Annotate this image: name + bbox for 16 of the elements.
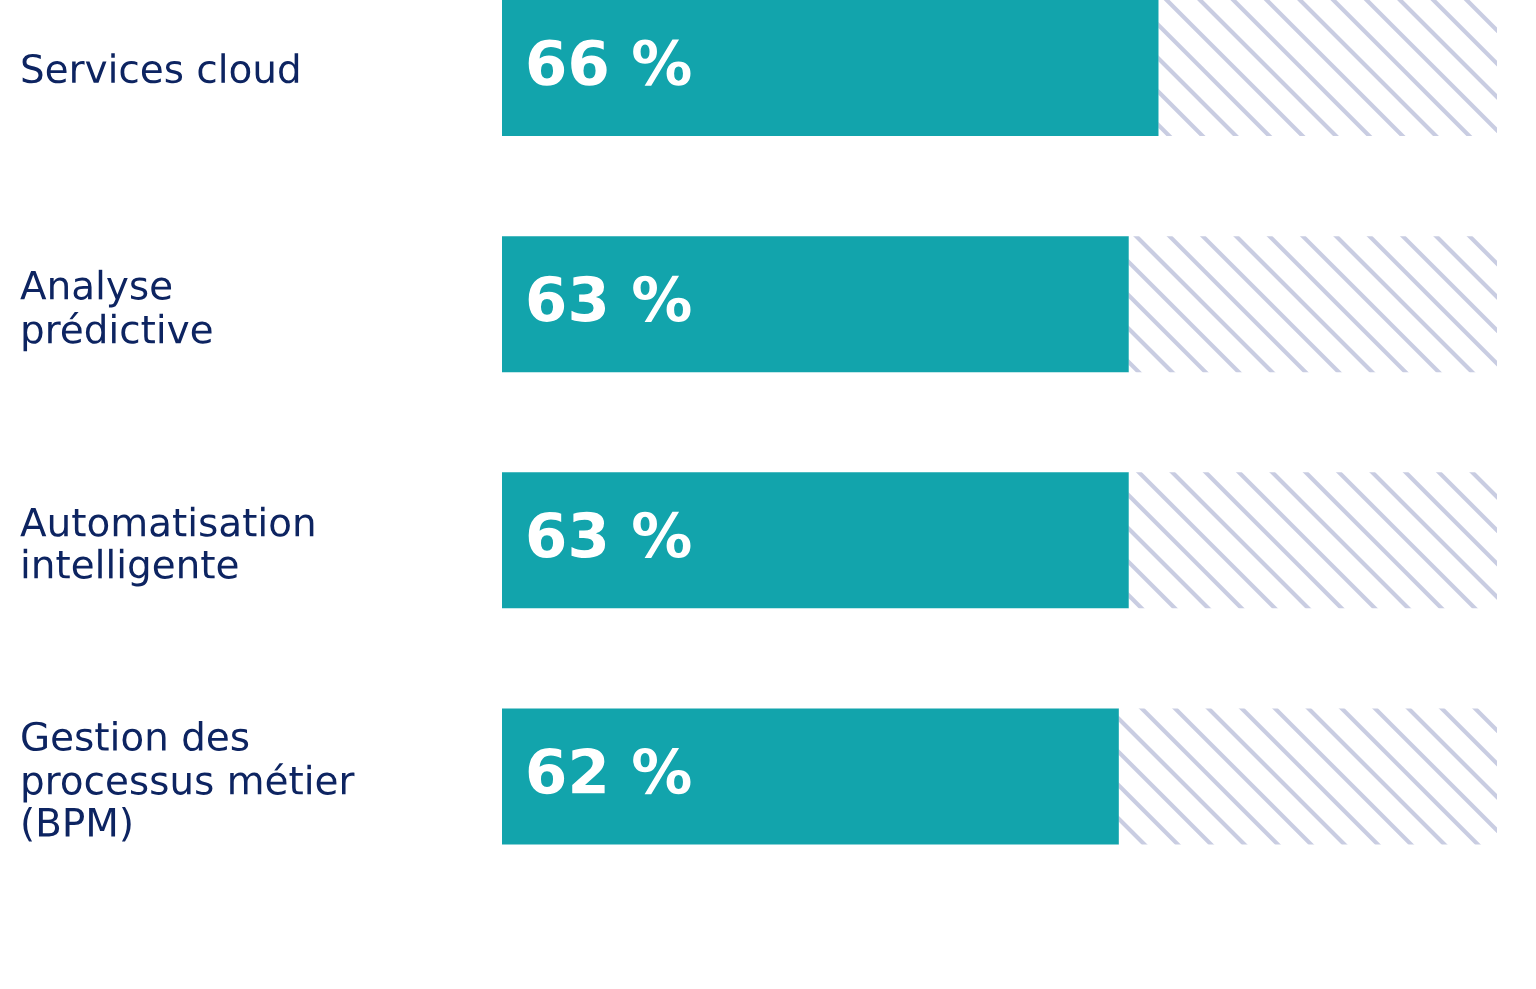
data-label: 63 % — [528, 275, 691, 322]
bar — [502, 0, 1159, 137]
data-label: 62 % — [528, 747, 691, 795]
y-tick-label: Automatisation intelligente — [20, 506, 314, 587]
bar — [502, 472, 1129, 609]
y-tick-label: Gestion des processus métier (BPM) — [22, 720, 355, 842]
bar — [1128, 472, 1497, 609]
bar — [1158, 0, 1497, 137]
bar — [502, 708, 1119, 845]
data-label: 63 % — [528, 511, 691, 559]
bar — [1128, 236, 1497, 373]
data-label: 66 % — [528, 39, 691, 86]
y-tick-label: Services cloud — [22, 53, 299, 84]
y-tick-label: Analyse prédictive — [20, 269, 212, 352]
bar — [1118, 708, 1497, 845]
bar — [502, 236, 1129, 373]
